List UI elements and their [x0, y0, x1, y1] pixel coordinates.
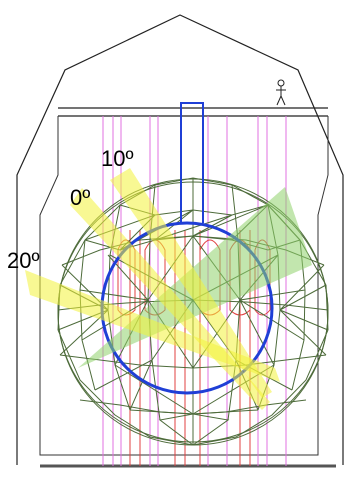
beam-yellow-10deg [110, 168, 272, 398]
angle-label-10: 10º [101, 146, 134, 171]
building-outline [16, 14, 344, 465]
beam-yellow-20deg [25, 270, 280, 382]
angle-label-20: 20º [7, 248, 40, 273]
person-icon [276, 79, 286, 106]
access-shaft [180, 102, 204, 223]
cavern-outline [39, 116, 329, 456]
angle-label-0: 0º [70, 185, 90, 210]
